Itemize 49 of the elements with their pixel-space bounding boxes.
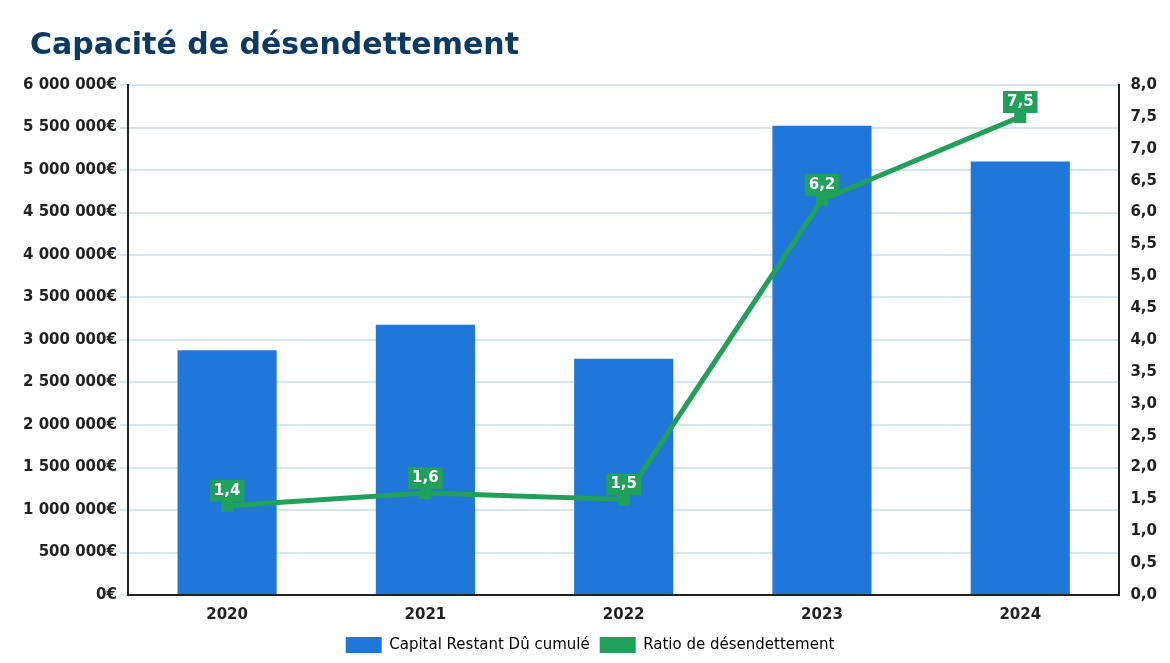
data-label: 7,5 bbox=[1006, 91, 1034, 110]
y-tick-label: 1 000 000€ bbox=[22, 499, 117, 518]
data-label: 1,5 bbox=[610, 474, 637, 493]
point bbox=[815, 193, 829, 206]
bar bbox=[177, 350, 277, 594]
y2-tick-label: 5,5 bbox=[1130, 234, 1158, 253]
legend-label: Ratio de désendettement bbox=[643, 634, 835, 653]
y-tick-label: 5 000 000€ bbox=[22, 159, 117, 178]
x-tick-label: 2020 bbox=[206, 604, 248, 623]
y2-tick-label: 4,5 bbox=[1130, 298, 1158, 317]
y2-tick-label: 1,5 bbox=[1130, 489, 1158, 508]
x-tick-label: 2024 bbox=[999, 604, 1042, 623]
bar bbox=[970, 161, 1070, 594]
y-tick-label: 3 500 000€ bbox=[22, 287, 117, 306]
y2-tick-label: 0,5 bbox=[1130, 553, 1158, 572]
y2-tick-label: 0,0 bbox=[1130, 584, 1158, 603]
y2-tick-label: 7,0 bbox=[1130, 138, 1158, 157]
x-tick-label: 2022 bbox=[602, 604, 645, 623]
data-label: 1,6 bbox=[412, 467, 439, 486]
y2-tick-label: 6,5 bbox=[1130, 170, 1158, 189]
y-tick-label: 1 500 000€ bbox=[22, 457, 117, 476]
y-tick-label: 6 000 000€ bbox=[22, 74, 117, 93]
y2-tick-label: 3,5 bbox=[1130, 361, 1158, 380]
y-tick-label: 3 000 000€ bbox=[22, 329, 117, 348]
bar bbox=[375, 324, 475, 594]
data-label: 6,2 bbox=[808, 174, 836, 193]
bar bbox=[574, 358, 674, 594]
y2-tick-label: 5,0 bbox=[1130, 266, 1158, 285]
y2-tick-label: 8,0 bbox=[1130, 74, 1158, 93]
y-tick-label: 2 500 000€ bbox=[22, 372, 117, 391]
y2-tick-label: 1,0 bbox=[1130, 521, 1158, 540]
y-tick-label: 0€ bbox=[96, 584, 117, 603]
y2-tick-label: 7,5 bbox=[1130, 106, 1158, 125]
y-tick-label: 2 000 000€ bbox=[22, 414, 117, 433]
legend-label: Capital Restant Dû cumulé bbox=[389, 634, 590, 653]
y2-tick-label: 4,0 bbox=[1130, 329, 1158, 348]
chart-title: Capacité de désendettement bbox=[30, 26, 519, 61]
y2-tick-label: 6,0 bbox=[1130, 202, 1158, 221]
y2-tick-label: 2,5 bbox=[1130, 425, 1158, 444]
y-tick-label: 5 500 000€ bbox=[22, 117, 117, 136]
data-label: 1,4 bbox=[213, 480, 241, 499]
y2-tick-label: 3,0 bbox=[1130, 393, 1158, 412]
y-tick-label: 4 000 000€ bbox=[22, 244, 117, 263]
y-tick-label: 500 000€ bbox=[38, 542, 117, 561]
bar bbox=[772, 125, 872, 594]
y-tick-label: 4 500 000€ bbox=[22, 202, 117, 221]
y2-tick-label: 2,0 bbox=[1130, 457, 1158, 476]
x-tick-label: 2021 bbox=[404, 604, 447, 623]
x-tick-label: 2023 bbox=[801, 604, 843, 623]
